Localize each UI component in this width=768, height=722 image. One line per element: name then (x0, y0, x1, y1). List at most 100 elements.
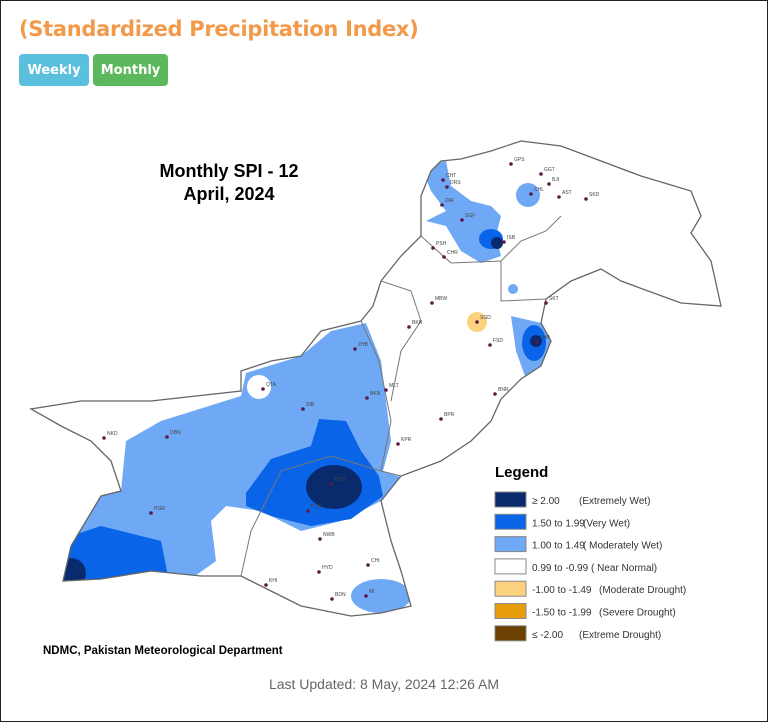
legend-range: ≤ -2.00 (532, 630, 563, 641)
province-borders (240, 215, 562, 577)
station-label: SGF (465, 213, 475, 219)
station-label: HYD (322, 565, 333, 571)
station-dot (488, 343, 492, 347)
zone-extremely-wet (306, 465, 362, 509)
legend-title: Legend (495, 464, 548, 481)
last-updated: Last Updated: 8 May, 2024 12:26 AM (268, 676, 500, 692)
station-dot (407, 325, 411, 329)
station-dot (330, 597, 334, 601)
station-label: MLT (389, 383, 399, 389)
station-dot (502, 240, 506, 244)
monthly-button[interactable]: Monthly (93, 54, 168, 86)
legend-label: ( Near Normal) (591, 563, 657, 574)
station-label: BDN (335, 592, 346, 598)
legend-label: (Extremely Wet) (579, 496, 651, 507)
station-dot (460, 218, 464, 222)
station-dot (165, 435, 169, 439)
station-label: MBW (435, 296, 448, 302)
legend-range: ≥ 2.00 (532, 496, 560, 507)
station-dot (493, 392, 497, 396)
station-label: GPS (514, 157, 525, 163)
legend-swatch (494, 603, 527, 619)
legend-swatch (494, 536, 527, 553)
station-dot (366, 563, 370, 567)
legend-range: -1.00 to -1.49 (532, 585, 592, 596)
station-label: ISB (507, 235, 516, 241)
station-label: CHT (446, 173, 456, 179)
legend-swatch (494, 580, 527, 597)
station-dot (261, 387, 265, 391)
station-label: BPR (444, 412, 455, 418)
station-dot (535, 340, 539, 344)
station-label: KPR (401, 437, 412, 443)
station-label: MI (369, 589, 375, 595)
station-label: CHI (371, 558, 380, 564)
weekly-button[interactable]: Weekly (19, 54, 89, 86)
station-dot (318, 537, 322, 541)
station-label: DIR (445, 198, 454, 204)
station-label: AST (562, 190, 572, 196)
station-dot (539, 172, 543, 176)
station-dot (317, 570, 321, 574)
legend-swatch (494, 558, 527, 575)
station-dot (264, 583, 268, 587)
station-dot (365, 396, 369, 400)
station-label: GGT (544, 167, 555, 173)
map-credit: NDMC, Pakistan Meteorological Department (43, 645, 283, 657)
station-dot (442, 255, 446, 259)
station-dot (441, 178, 445, 182)
station-dot (440, 203, 444, 207)
page-title: (Standardized Precipitation Index) (19, 17, 419, 41)
zone-extremely-wet-sw (56, 558, 86, 588)
station-label: SGD (480, 315, 491, 321)
station-label: BKR (412, 320, 423, 326)
station-label: DBN (170, 430, 181, 436)
station-dot (306, 509, 310, 513)
station-dot (544, 301, 548, 305)
station-label: RCH (334, 477, 345, 483)
zone-moderately-wet-small (508, 284, 518, 294)
station-dot (102, 436, 106, 440)
legend-range: 0.99 to -0.99 (532, 563, 589, 574)
station-dot (329, 482, 333, 486)
station-dot (445, 185, 449, 189)
station-dot (364, 594, 368, 598)
station-dot (353, 347, 357, 351)
station-label: CHR (447, 250, 458, 256)
station-dot (149, 511, 153, 515)
station-dot (301, 407, 305, 411)
station-label: DRS (450, 180, 461, 186)
station-label: PDN (311, 504, 322, 510)
station-label: SIB (306, 402, 315, 408)
legend: Legend ≥ 2.00 (Extremely Wet) 1.50 to 1.99… (494, 464, 686, 642)
legend-label: (Moderate Drought) (599, 585, 686, 596)
station-dot (584, 197, 588, 201)
legend-label: (Extreme Drought) (579, 630, 661, 641)
legend-label: (Severe Drought) (599, 608, 676, 619)
legend-label: ( Moderately Wet) (583, 541, 662, 552)
station-dot (439, 417, 443, 421)
station-label: KHI (269, 578, 277, 584)
station-dot (475, 320, 479, 324)
station-dot (547, 182, 551, 186)
map-title-line1: Monthly SPI - 12 (159, 161, 298, 181)
zone-moderately-wet-south (351, 579, 411, 613)
station-dot (396, 442, 400, 446)
legend-label: (Very Wet) (583, 518, 630, 529)
station-label: NWB (323, 532, 335, 538)
legend-range: 1.00 to 1.49 (532, 541, 585, 552)
legend-swatch (494, 491, 527, 508)
station-label: SKD (589, 192, 600, 198)
station-dot (430, 301, 434, 305)
station-label: PGR (154, 506, 165, 512)
station-label: BNR (498, 387, 509, 393)
station-label: LHR (540, 335, 550, 341)
station-label: QTA (266, 382, 277, 388)
legend-range: -1.50 to -1.99 (532, 608, 592, 619)
station-label: FSD (493, 338, 503, 344)
station-dot (529, 192, 533, 196)
station-dot (557, 195, 561, 199)
